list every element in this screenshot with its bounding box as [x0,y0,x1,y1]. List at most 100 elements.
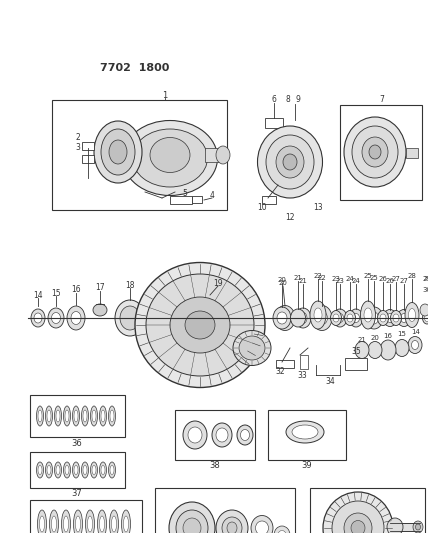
Ellipse shape [50,510,59,533]
Ellipse shape [292,425,318,439]
Ellipse shape [109,406,116,426]
Bar [276,360,294,368]
Ellipse shape [109,462,116,478]
Ellipse shape [135,262,265,387]
Text: 24: 24 [346,276,354,282]
Ellipse shape [67,306,85,330]
Text: 20: 20 [279,280,288,286]
Bar [205,148,223,162]
Ellipse shape [93,304,107,316]
Ellipse shape [94,121,142,183]
Ellipse shape [81,406,89,426]
Ellipse shape [386,313,393,322]
Ellipse shape [185,311,215,339]
Text: 25: 25 [370,275,378,281]
Ellipse shape [387,518,403,533]
Ellipse shape [360,301,375,329]
Text: 5: 5 [183,189,187,198]
Text: 8: 8 [285,95,290,104]
Ellipse shape [395,340,409,357]
Text: 23: 23 [332,276,340,282]
Text: 3: 3 [76,143,80,152]
Text: 9: 9 [296,95,300,104]
Ellipse shape [170,297,230,353]
Ellipse shape [90,406,98,426]
Ellipse shape [101,410,105,422]
Ellipse shape [345,311,356,326]
Ellipse shape [34,313,42,323]
Ellipse shape [310,301,326,329]
Ellipse shape [56,465,60,474]
Ellipse shape [47,465,51,474]
Text: 34: 34 [325,377,335,386]
Text: 38: 38 [210,462,220,471]
Ellipse shape [115,300,145,336]
Ellipse shape [393,314,399,322]
Bar [406,148,418,158]
Text: 17: 17 [95,284,105,293]
Bar [345,358,367,370]
Ellipse shape [216,428,228,442]
Ellipse shape [278,530,286,533]
Ellipse shape [39,516,45,532]
Ellipse shape [222,517,242,533]
Ellipse shape [54,462,62,478]
Ellipse shape [425,314,428,321]
Ellipse shape [408,309,416,321]
Ellipse shape [183,421,207,449]
Text: 21: 21 [294,275,303,281]
Text: 27: 27 [392,276,401,282]
Ellipse shape [110,410,114,422]
Ellipse shape [38,410,42,422]
Ellipse shape [98,510,107,533]
Ellipse shape [256,521,268,533]
Ellipse shape [353,313,360,322]
Bar [30,500,142,533]
Bar [192,196,202,203]
Text: 2: 2 [76,133,80,142]
Text: 24: 24 [352,278,360,284]
Ellipse shape [258,126,323,198]
Ellipse shape [336,313,344,322]
Ellipse shape [413,521,423,533]
Text: 37: 37 [71,489,82,498]
Ellipse shape [362,137,388,167]
Text: 26: 26 [378,276,387,282]
Ellipse shape [92,410,96,422]
Ellipse shape [75,516,80,532]
Ellipse shape [233,330,271,366]
Ellipse shape [72,406,80,426]
Ellipse shape [408,336,422,353]
Ellipse shape [237,425,253,445]
Ellipse shape [212,423,232,447]
Ellipse shape [146,274,254,376]
Ellipse shape [266,135,314,189]
Ellipse shape [364,308,372,322]
Text: 21: 21 [357,337,366,343]
Ellipse shape [344,117,406,187]
Bar [82,155,94,163]
Bar [390,523,420,531]
Ellipse shape [99,462,107,478]
Ellipse shape [65,410,69,422]
Ellipse shape [101,465,105,474]
Ellipse shape [45,462,53,478]
Ellipse shape [87,516,92,532]
Ellipse shape [99,516,104,532]
Ellipse shape [314,308,322,322]
Ellipse shape [169,502,215,533]
Ellipse shape [299,312,307,324]
Text: 22: 22 [318,275,327,281]
Bar [170,196,192,204]
Text: 14: 14 [412,329,420,335]
Ellipse shape [124,516,128,532]
Ellipse shape [45,406,53,426]
Ellipse shape [349,309,363,327]
Text: 35: 35 [351,348,361,357]
Ellipse shape [241,430,250,440]
Ellipse shape [112,516,116,532]
Ellipse shape [347,314,353,322]
Bar [52,100,227,210]
Ellipse shape [397,310,411,327]
Ellipse shape [74,510,83,533]
